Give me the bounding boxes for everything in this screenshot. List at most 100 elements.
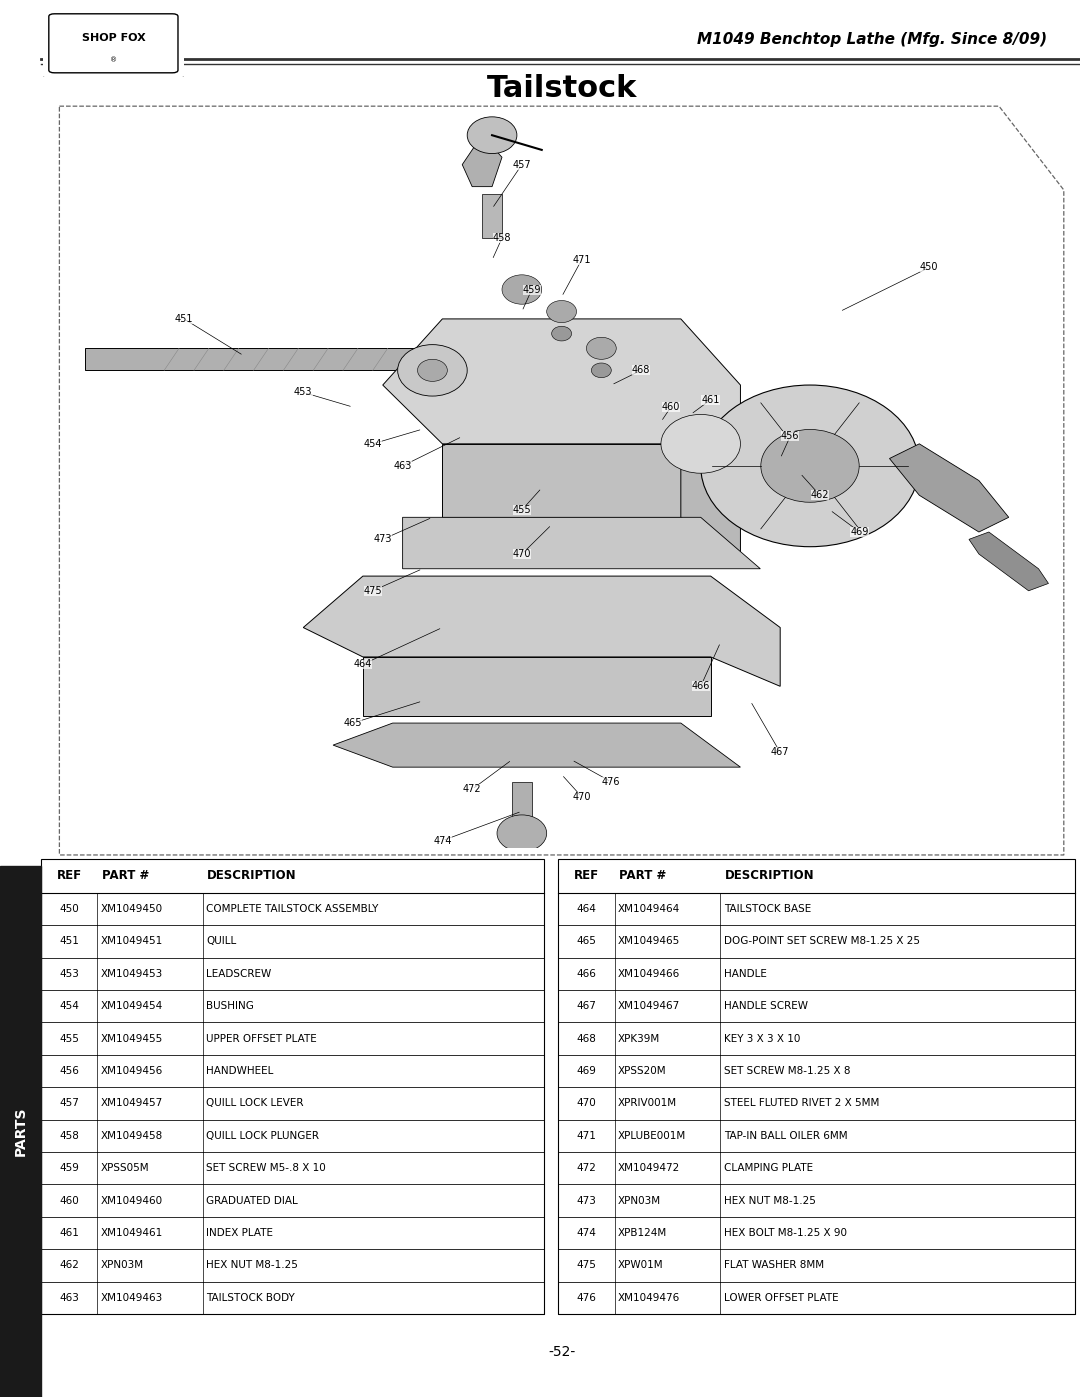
Text: TAILSTOCK BASE: TAILSTOCK BASE (724, 904, 811, 914)
Text: SET SCREW M8-1.25 X 8: SET SCREW M8-1.25 X 8 (724, 1066, 850, 1076)
Text: XM1049466: XM1049466 (618, 968, 680, 979)
Bar (558, 1119, 1075, 1153)
Text: 457: 457 (513, 159, 531, 169)
Text: 468: 468 (632, 366, 650, 376)
Text: QUILL: QUILL (206, 936, 237, 946)
Text: XPN03M: XPN03M (618, 1196, 661, 1206)
Text: 472: 472 (577, 1164, 596, 1173)
Polygon shape (403, 517, 760, 569)
Bar (558, 859, 1075, 1315)
Bar (41, 859, 544, 1315)
Bar (41, 1023, 544, 1055)
Bar (41, 957, 544, 990)
Text: XPSS05M: XPSS05M (100, 1164, 149, 1173)
Text: 466: 466 (691, 682, 710, 692)
Bar (41, 1153, 544, 1185)
Text: M1049 Benchtop Lathe (Mfg. Since 8/09): M1049 Benchtop Lathe (Mfg. Since 8/09) (698, 32, 1048, 46)
Text: DESCRIPTION: DESCRIPTION (207, 869, 297, 883)
Text: XPB124M: XPB124M (618, 1228, 667, 1238)
Bar (558, 925, 1075, 957)
Text: TAP-IN BALL OILER 6MM: TAP-IN BALL OILER 6MM (724, 1130, 847, 1141)
Text: XPK39M: XPK39M (618, 1034, 660, 1044)
Text: 470: 470 (572, 792, 591, 802)
Text: UPPER OFFSET PLATE: UPPER OFFSET PLATE (206, 1034, 318, 1044)
Text: GRADUATED DIAL: GRADUATED DIAL (206, 1196, 298, 1206)
Text: XM1049450: XM1049450 (100, 904, 163, 914)
Bar (41, 1055, 544, 1087)
Text: 461: 461 (59, 1228, 79, 1238)
Text: KEY 3 X 3 X 10: KEY 3 X 3 X 10 (724, 1034, 800, 1044)
Text: 467: 467 (771, 747, 789, 757)
FancyBboxPatch shape (37, 8, 191, 78)
Text: 455: 455 (59, 1034, 79, 1044)
Text: 462: 462 (811, 490, 829, 500)
Text: 460: 460 (662, 402, 680, 412)
Circle shape (468, 117, 517, 154)
Polygon shape (303, 576, 780, 686)
Text: XPSS20M: XPSS20M (618, 1066, 666, 1076)
Text: XM1049463: XM1049463 (100, 1292, 163, 1303)
Text: DESCRIPTION: DESCRIPTION (725, 869, 814, 883)
Text: XM1049453: XM1049453 (100, 968, 163, 979)
Bar (41, 1249, 544, 1281)
Text: LEADSCREW: LEADSCREW (206, 968, 271, 979)
Text: XM1049454: XM1049454 (100, 1002, 163, 1011)
Text: FLAT WASHER 8MM: FLAT WASHER 8MM (724, 1260, 824, 1270)
Text: REF: REF (56, 869, 82, 883)
Text: 470: 470 (513, 549, 531, 559)
Text: 468: 468 (577, 1034, 596, 1044)
Bar (558, 990, 1075, 1023)
Text: HANDLE SCREW: HANDLE SCREW (724, 1002, 808, 1011)
Text: XM1049465: XM1049465 (618, 936, 680, 946)
Text: HANDLE: HANDLE (724, 968, 767, 979)
Text: XPRIV001M: XPRIV001M (618, 1098, 677, 1108)
Bar (41, 1281, 544, 1315)
Bar (41, 990, 544, 1023)
Text: HEX NUT M8-1.25: HEX NUT M8-1.25 (724, 1196, 815, 1206)
Bar (41, 1119, 544, 1153)
FancyBboxPatch shape (49, 14, 178, 73)
Text: 474: 474 (577, 1228, 596, 1238)
Bar (41, 1087, 544, 1119)
Bar (558, 893, 1075, 925)
Text: 465: 465 (577, 936, 596, 946)
Text: XPW01M: XPW01M (618, 1260, 663, 1270)
Text: XM1049467: XM1049467 (618, 1002, 680, 1011)
Text: PARTS: PARTS (14, 1106, 27, 1157)
Text: SET SCREW M5-.8 X 10: SET SCREW M5-.8 X 10 (206, 1164, 326, 1173)
Text: 472: 472 (463, 784, 482, 793)
Text: XM1049457: XM1049457 (100, 1098, 163, 1108)
Text: 473: 473 (577, 1196, 596, 1206)
Text: 451: 451 (59, 936, 79, 946)
Polygon shape (969, 532, 1049, 591)
Polygon shape (482, 194, 502, 237)
Text: HANDWHEEL: HANDWHEEL (206, 1066, 273, 1076)
Text: 453: 453 (59, 968, 79, 979)
Bar (558, 1185, 1075, 1217)
Text: XM1049464: XM1049464 (618, 904, 680, 914)
Text: 456: 456 (59, 1066, 79, 1076)
Text: HEX NUT M8-1.25: HEX NUT M8-1.25 (206, 1260, 298, 1270)
Text: SHOP FOX: SHOP FOX (81, 34, 146, 43)
Circle shape (397, 345, 468, 397)
Text: XM1049456: XM1049456 (100, 1066, 163, 1076)
Text: BUSHING: BUSHING (206, 1002, 254, 1011)
Text: QUILL LOCK LEVER: QUILL LOCK LEVER (206, 1098, 303, 1108)
Bar (558, 1153, 1075, 1185)
Bar (41, 1185, 544, 1217)
Circle shape (586, 337, 617, 359)
Text: QUILL LOCK PLUNGER: QUILL LOCK PLUNGER (206, 1130, 320, 1141)
Text: 471: 471 (577, 1130, 596, 1141)
Circle shape (661, 415, 741, 474)
Bar (558, 1249, 1075, 1281)
Circle shape (546, 300, 577, 323)
Circle shape (552, 327, 571, 341)
Text: 467: 467 (577, 1002, 596, 1011)
Text: 461: 461 (701, 395, 720, 405)
Text: PART #: PART # (102, 869, 149, 883)
Text: XM1049455: XM1049455 (100, 1034, 163, 1044)
Text: XM1049461: XM1049461 (100, 1228, 163, 1238)
Text: 458: 458 (59, 1130, 79, 1141)
Text: 473: 473 (374, 535, 392, 545)
Text: 463: 463 (59, 1292, 79, 1303)
